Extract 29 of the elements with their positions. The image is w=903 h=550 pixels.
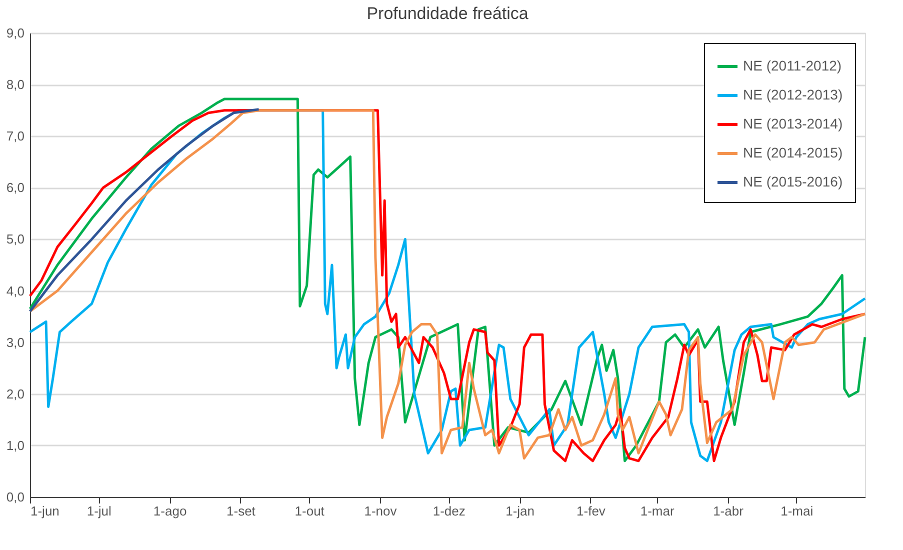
x-tick-label: 1-jun [30, 504, 60, 518]
legend-label: NE (2014-2015) [743, 144, 843, 160]
x-tick-label: 1-ago [153, 504, 187, 518]
x-tick-label: 1-fev [576, 504, 606, 518]
x-tick-label: 1-mar [640, 504, 675, 518]
y-tick-label: 6,0 [6, 180, 24, 196]
x-tick-label: 1-abr [713, 504, 744, 518]
x-tick-label: 1-dez [432, 504, 466, 518]
line-series [28, 108, 260, 313]
x-tick-label: 1-nov [364, 504, 398, 518]
legend-label: NE (2012-2013) [743, 86, 843, 102]
x-tick-label: 1-out [294, 504, 325, 518]
chart-title: Profundidade freática [366, 4, 529, 23]
legend-label: NE (2015-2016) [743, 174, 843, 190]
x-tick-label: 1-jul [86, 504, 112, 518]
y-tick-label: 4,0 [6, 283, 24, 298]
y-tick-label: 7,0 [6, 128, 24, 144]
legend-label: NE (2011-2012) [743, 58, 842, 74]
y-tick-label: 1,0 [6, 438, 24, 453]
y-tick-label: 9,0 [6, 26, 24, 40]
y-tick-label: 8,0 [6, 77, 24, 92]
x-tick-label: 1-set [226, 504, 256, 518]
legend-label: NE (2013-2014) [743, 116, 843, 132]
y-tick-label: 5,0 [6, 232, 24, 247]
y-tick-label: 2,0 [6, 386, 24, 402]
x-tick-label: 1-mai [780, 504, 814, 518]
y-tick-label: 0,0 [6, 490, 24, 504]
y-tick-label: 3,0 [6, 334, 24, 350]
x-tick-label: 1-jan [506, 504, 535, 518]
